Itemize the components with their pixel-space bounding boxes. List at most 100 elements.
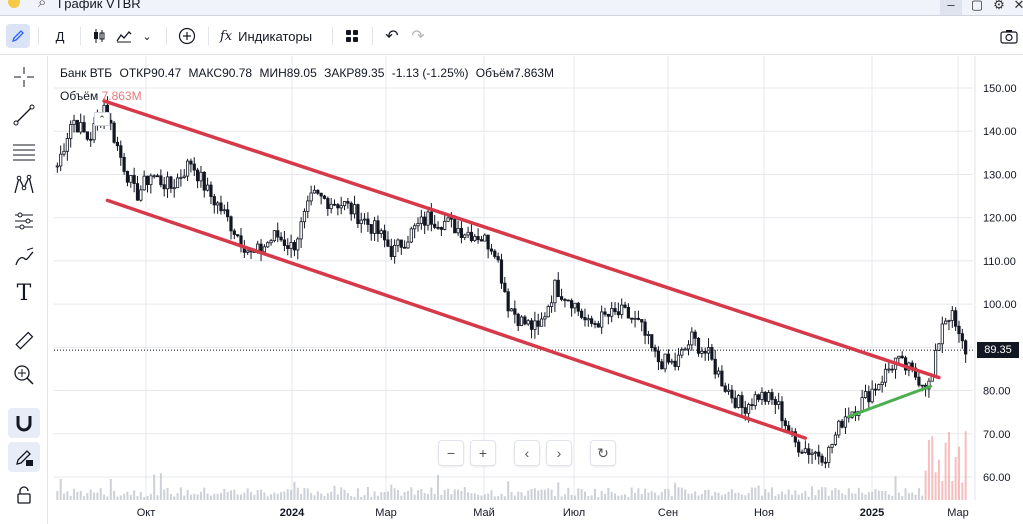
minimize-button[interactable]: –: [940, 0, 962, 15]
volume-bar: [583, 491, 586, 500]
candle-body: [613, 308, 617, 313]
indicators-button[interactable]: fx Индикаторы: [220, 24, 324, 48]
lock-icon[interactable]: [8, 480, 40, 510]
volume-bar: [283, 491, 286, 500]
settings-button[interactable]: ⚙: [993, 0, 1005, 12]
close-button[interactable]: ✕: [1013, 0, 1023, 12]
area-chart-icon[interactable]: [113, 24, 135, 48]
forecast-icon[interactable]: [8, 206, 40, 236]
volume-bar: [440, 494, 443, 500]
search-icon[interactable]: ⌕: [38, 0, 47, 11]
volume-bar: [851, 493, 854, 500]
price-chart[interactable]: 150.00140.00130.00120.00110.00100.0090.0…: [48, 56, 1023, 524]
ruler-icon[interactable]: [8, 326, 40, 356]
zoom-out-button[interactable]: −: [438, 440, 464, 466]
volume-bar: [507, 481, 510, 500]
volume-bar: [300, 493, 303, 500]
candle-body: [823, 461, 828, 464]
volume-bar: [467, 492, 470, 500]
candle-body: [573, 302, 577, 309]
reset-chart-button[interactable]: ↻: [590, 440, 616, 466]
scroll-left-button[interactable]: ‹: [514, 440, 540, 466]
volume-bar: [123, 493, 126, 500]
redo-icon[interactable]: ↷: [411, 28, 425, 45]
volume-bar: [904, 488, 907, 500]
volume-bar: [323, 496, 326, 500]
candle-body: [463, 234, 467, 238]
candle-body: [570, 300, 574, 309]
candle-body: [85, 131, 89, 140]
horizontal-lines-icon[interactable]: [8, 136, 40, 166]
volume-bar: [240, 494, 243, 500]
volume-bar: [493, 496, 496, 500]
candle-body: [65, 138, 69, 152]
volume-bar: [543, 489, 546, 500]
trend-line-icon[interactable]: [8, 100, 40, 130]
volume-bar: [734, 492, 737, 500]
volume-bar: [824, 487, 827, 500]
volume-bar: [353, 496, 356, 500]
candle-body: [710, 347, 714, 360]
volume-bar: [423, 493, 426, 500]
candle-body: [837, 420, 841, 436]
candle-body: [456, 227, 460, 234]
candle-body: [466, 231, 470, 236]
volume-bar: [159, 473, 162, 500]
scroll-right-button[interactable]: ›: [546, 440, 572, 466]
candle-body: [663, 353, 667, 370]
magnet-icon[interactable]: [8, 408, 40, 438]
volume-bar: [894, 476, 897, 500]
candle-body: [169, 176, 173, 189]
maximize-button[interactable]: ▢: [970, 0, 984, 12]
pattern-icon[interactable]: [8, 170, 40, 200]
y-tick-label: 120.00: [983, 213, 1017, 225]
volume-bar: [847, 488, 850, 500]
volume-bar: [917, 488, 920, 500]
candle-body: [342, 201, 347, 207]
brush-icon[interactable]: [8, 242, 40, 272]
volume-bar: [196, 494, 199, 500]
undo-icon[interactable]: ↶: [385, 28, 399, 45]
volume-bar: [744, 495, 747, 500]
candle-body: [656, 350, 661, 363]
zoom-in-icon[interactable]: [8, 360, 40, 390]
volume-bar: [811, 486, 814, 500]
candle-body: [393, 244, 397, 257]
volume-bar: [854, 493, 857, 500]
volume-bar: [193, 493, 196, 500]
add-symbol-icon[interactable]: [176, 24, 198, 48]
candle-body: [867, 391, 871, 403]
camera-icon[interactable]: [998, 24, 1020, 48]
layout-grid-icon[interactable]: [342, 24, 362, 48]
chevron-down-icon[interactable]: ⌄: [142, 30, 152, 43]
symbol-name: Банк ВТБ: [60, 66, 113, 80]
crosshair-icon[interactable]: [8, 62, 40, 92]
candle-body: [366, 218, 370, 225]
pencil-icon[interactable]: [6, 24, 30, 48]
chart-canvas[interactable]: 150.00140.00130.00120.00110.00100.0090.0…: [48, 56, 1023, 524]
candle-body: [349, 202, 353, 215]
collapse-legend-button[interactable]: ⌃: [94, 112, 110, 126]
volume-bar: [861, 492, 864, 500]
candle-body: [934, 350, 938, 376]
candle-body: [563, 299, 567, 301]
zoom-in-button[interactable]: +: [470, 440, 496, 466]
volume-bar: [406, 491, 409, 500]
x-tick-label: Окт: [137, 507, 156, 519]
volume-bar: [714, 491, 717, 500]
lock-drawings-icon[interactable]: [8, 442, 40, 472]
candle-body: [142, 175, 146, 191]
candles-icon[interactable]: [88, 24, 110, 48]
volume-bar: [296, 487, 299, 500]
text-tool-icon[interactable]: T: [16, 280, 32, 306]
candle-body: [944, 320, 948, 325]
volume-bar: [530, 489, 533, 500]
volume-bar: [186, 489, 189, 500]
volume-bar: [630, 487, 633, 500]
volume-bar: [173, 496, 176, 500]
volume-bar: [667, 489, 670, 500]
volume-bar: [83, 496, 86, 500]
timeframe-button[interactable]: Д: [55, 28, 65, 44]
volume-bar: [737, 492, 740, 500]
volume-bar: [907, 493, 910, 500]
